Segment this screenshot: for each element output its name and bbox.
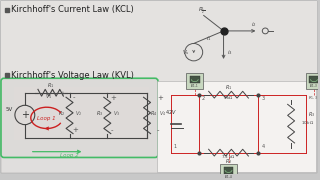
Text: -: - — [110, 127, 113, 133]
Text: $3\,k\Omega$: $3\,k\Omega$ — [223, 94, 234, 101]
Text: $i_1$: $i_1$ — [206, 35, 211, 44]
Text: $V_4$: $V_4$ — [159, 109, 167, 118]
Text: $R_4$: $R_4$ — [150, 109, 158, 118]
Text: -: - — [38, 91, 40, 97]
Text: Loop 2: Loop 2 — [60, 154, 79, 158]
Text: +: + — [60, 91, 66, 97]
FancyBboxPatch shape — [1, 1, 317, 173]
Text: -: - — [73, 94, 75, 100]
Text: +: + — [157, 94, 163, 100]
Text: $7.3\,k\Omega$: $7.3\,k\Omega$ — [221, 153, 236, 160]
Text: 1: 1 — [174, 144, 177, 149]
Text: $E_{1,4}$: $E_{1,4}$ — [224, 173, 233, 180]
Text: Loop 1: Loop 1 — [37, 116, 56, 121]
Text: $42\,V$: $42\,V$ — [165, 108, 178, 116]
Text: $E_{1,3}$: $E_{1,3}$ — [309, 82, 318, 90]
Text: $R_2$: $R_2$ — [58, 109, 65, 118]
FancyBboxPatch shape — [306, 73, 320, 89]
Text: 2: 2 — [202, 96, 205, 100]
Text: $10\,k\Omega$: $10\,k\Omega$ — [301, 119, 314, 126]
FancyBboxPatch shape — [1, 78, 158, 158]
Text: -: - — [157, 127, 159, 133]
Text: 4: 4 — [261, 144, 264, 149]
FancyBboxPatch shape — [1, 1, 317, 83]
Text: 5V: 5V — [5, 107, 12, 112]
Text: +: + — [110, 94, 116, 100]
Text: $R_1$: $R_1$ — [47, 81, 54, 90]
Text: $R_2$: $R_2$ — [225, 157, 232, 166]
Text: 3: 3 — [261, 96, 264, 100]
FancyBboxPatch shape — [186, 73, 203, 89]
Text: $V_2$: $V_2$ — [75, 109, 82, 118]
Text: $E_{1,1}$: $E_{1,1}$ — [190, 82, 199, 90]
FancyBboxPatch shape — [220, 164, 237, 180]
Text: $R_{1,3}$: $R_{1,3}$ — [308, 94, 318, 102]
Text: $i_3$: $i_3$ — [227, 48, 232, 57]
Text: $R_1$: $R_1$ — [225, 83, 232, 92]
FancyBboxPatch shape — [190, 76, 200, 83]
Circle shape — [15, 105, 35, 125]
Text: Kirchhoff's Voltage Law (KVL): Kirchhoff's Voltage Law (KVL) — [11, 71, 134, 80]
Text: $R_3$: $R_3$ — [308, 110, 315, 119]
Text: +: + — [21, 110, 29, 120]
Text: Kirchhoff's Current Law (KCL): Kirchhoff's Current Law (KCL) — [11, 5, 134, 14]
FancyBboxPatch shape — [14, 87, 149, 140]
FancyBboxPatch shape — [309, 76, 319, 83]
Text: $R_3$: $R_3$ — [96, 109, 103, 118]
Text: $i_2$: $i_2$ — [252, 20, 257, 29]
Text: +: + — [73, 127, 78, 133]
Text: $V_s$: $V_s$ — [182, 48, 189, 57]
FancyBboxPatch shape — [224, 167, 234, 174]
Text: $V_3$: $V_3$ — [113, 109, 120, 118]
Text: $R_{\frac{1}{2}}$: $R_{\frac{1}{2}}$ — [198, 6, 205, 16]
Text: $V_1$: $V_1$ — [45, 93, 52, 102]
FancyBboxPatch shape — [157, 81, 316, 172]
